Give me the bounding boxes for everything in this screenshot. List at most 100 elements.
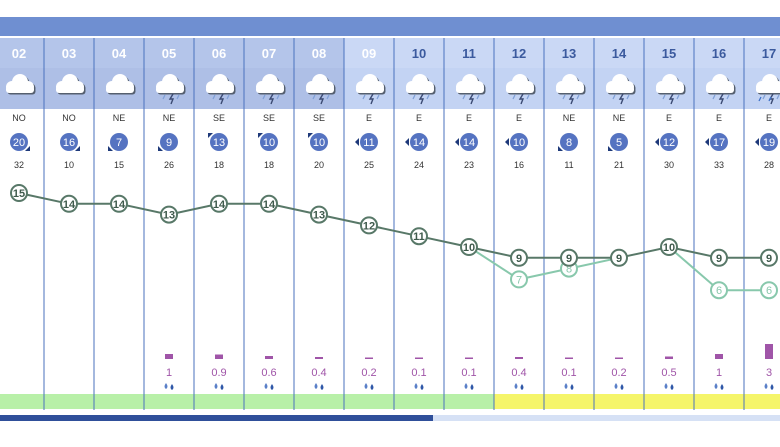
date-label: 12 [512, 46, 526, 61]
date-cell-bg [394, 38, 444, 68]
series-1-label: 9 [516, 253, 522, 265]
wind-speed-label: 11 [363, 137, 374, 149]
date-label: 17 [762, 46, 776, 61]
wind-speed-label: 8 [566, 137, 572, 149]
wind-speed-label: 10 [263, 137, 275, 149]
series-2-label: 8 [566, 264, 572, 276]
series-1-line [18, 192, 769, 259]
wind-direction-label: E [516, 113, 522, 123]
wind-gust-label: 18 [264, 160, 274, 170]
series-1-point: 15 [10, 184, 28, 202]
wind-arrow-icon [108, 146, 113, 151]
precip-label: 1 [716, 367, 722, 379]
wind-speed-badge: 20 [10, 133, 30, 151]
scrollbar-thumb[interactable] [0, 415, 433, 421]
series-1-label: 15 [13, 188, 25, 200]
series-1-label: 12 [363, 220, 375, 232]
precip-label: 0.9 [211, 367, 226, 379]
precip-label: 0.1 [411, 367, 426, 379]
day-band [144, 394, 194, 409]
series-2-label: 7 [516, 274, 522, 286]
wind-direction-label: SE [213, 113, 225, 123]
series-1-label: 14 [113, 199, 126, 211]
raindrop-icon [714, 383, 724, 390]
top-bar [0, 17, 780, 36]
date-cell-bg [144, 38, 194, 68]
wind-direction-label: E [666, 113, 672, 123]
precip-label: 0.5 [661, 367, 676, 379]
series-1-point: 14 [60, 194, 78, 213]
date-cell-bg [294, 38, 344, 68]
series-1-label: 9 [616, 253, 622, 265]
series-1-point: 11 [410, 227, 428, 246]
precip-bar [365, 357, 373, 359]
day-band [594, 394, 644, 409]
series-1-point: 13 [310, 205, 328, 224]
wind-speed-badge: 19 [755, 133, 778, 151]
wind-gust-label: 24 [414, 160, 424, 170]
date-cell-bg [244, 38, 294, 68]
wind-direction-label: SE [313, 113, 325, 123]
scrollbar[interactable] [0, 415, 780, 421]
raindrop-icon [164, 383, 174, 390]
wind-speed-badge: 16 [60, 133, 80, 151]
wind-direction-label: E [466, 113, 472, 123]
date-label: 05 [162, 46, 176, 61]
storm-cloud-icon [506, 74, 536, 105]
wind-arrow-icon [355, 138, 359, 146]
wind-gust-label: 20 [314, 160, 324, 170]
wind-arrow-icon [25, 146, 30, 151]
series-1-label: 11 [413, 231, 425, 243]
precip-bar [465, 357, 473, 359]
wind-direction-label: NO [12, 113, 26, 123]
storm-cloud-icon [306, 74, 336, 105]
series-1-point: 9 [760, 248, 778, 267]
wind-speed-label: 20 [13, 137, 25, 149]
wind-direction-label: NE [113, 113, 126, 123]
storm-cloud-icon [456, 74, 486, 105]
series-1-point: 13 [160, 205, 178, 224]
wind-gust-label: 32 [14, 160, 24, 170]
day-band [644, 394, 694, 409]
date-label: 15 [662, 46, 676, 61]
storm-cloud-icon [156, 74, 186, 105]
series-2-point: 6 [760, 281, 778, 300]
day-band [244, 394, 294, 409]
series-1-label: 13 [163, 210, 175, 222]
precip-label: 3 [766, 367, 772, 379]
storm-cloud-icon [356, 74, 386, 105]
day-band [394, 394, 444, 409]
wind-gust-label: 28 [764, 160, 774, 170]
raindrop-icon [764, 383, 774, 390]
series-1-label: 9 [566, 253, 572, 265]
wind-gust-label: 18 [214, 160, 224, 170]
wind-arrow-icon [158, 146, 163, 151]
series-1-label: 13 [313, 210, 325, 222]
date-label: 06 [212, 46, 226, 61]
wind-gust-label: 15 [114, 160, 124, 170]
wind-direction-label: E [416, 113, 422, 123]
series-1-point: 14 [260, 194, 278, 213]
wind-speed-badge: 10 [258, 133, 278, 151]
date-label: 03 [62, 46, 76, 61]
series-1-label: 14 [63, 199, 76, 211]
storm-cloud-icon [406, 74, 436, 105]
wind-gust-label: 16 [514, 160, 524, 170]
wind-arrow-icon [705, 138, 709, 146]
date-cell-bg [594, 38, 644, 68]
raindrop-icon [214, 383, 224, 390]
day-band [44, 394, 94, 409]
wind-speed-badge: 17 [705, 133, 728, 151]
precip-bar [665, 356, 673, 359]
series-1-point: 10 [460, 238, 478, 256]
date-label: 07 [262, 46, 276, 61]
wind-speed-badge: 9 [158, 133, 178, 151]
raindrop-icon [564, 383, 574, 390]
precip-label: 0.4 [311, 367, 326, 379]
storm-cloud-icon [706, 74, 736, 105]
day-band [344, 394, 394, 409]
wind-arrow-icon [505, 138, 509, 146]
wind-speed-badge: 13 [208, 133, 228, 151]
date-cell-bg [694, 38, 744, 68]
